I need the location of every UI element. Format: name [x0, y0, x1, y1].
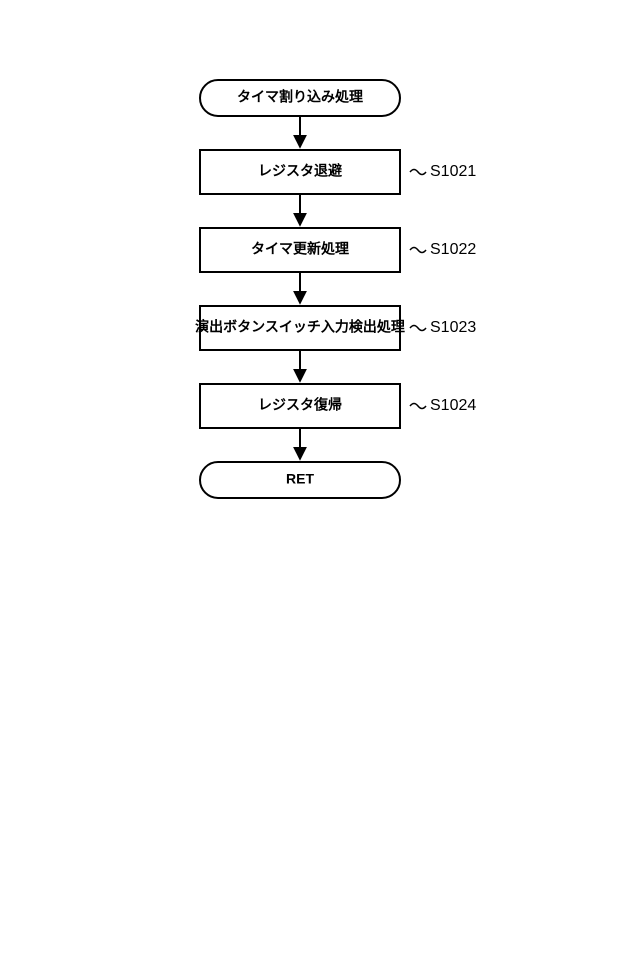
- node-text-s1023: 演出ボタンスイッチ入力検出処理: [195, 319, 405, 335]
- label-connector-s1024: [410, 404, 426, 409]
- step-label-s1023: S1023: [430, 319, 476, 336]
- node-text-start: タイマ割り込み処理: [237, 89, 363, 105]
- node-text-s1024: レジスタ復帰: [258, 397, 342, 413]
- label-connector-s1021: [410, 170, 426, 175]
- node-text-s1022: タイマ更新処理: [251, 241, 349, 257]
- flowchart-canvas: タイマ割り込み処理レジスタ退避 S1021 タイマ更新処理 S1022 演出ボタンスイッ…: [0, 0, 640, 965]
- step-label-s1024: S1024: [430, 397, 476, 414]
- label-connector-s1023: [410, 326, 426, 331]
- node-text-ret: RET: [286, 471, 314, 487]
- step-label-s1022: S1022: [430, 241, 476, 258]
- label-connector-s1022: [410, 248, 426, 253]
- step-label-s1021: S1021: [430, 163, 476, 180]
- node-text-s1021: レジスタ退避: [258, 163, 342, 179]
